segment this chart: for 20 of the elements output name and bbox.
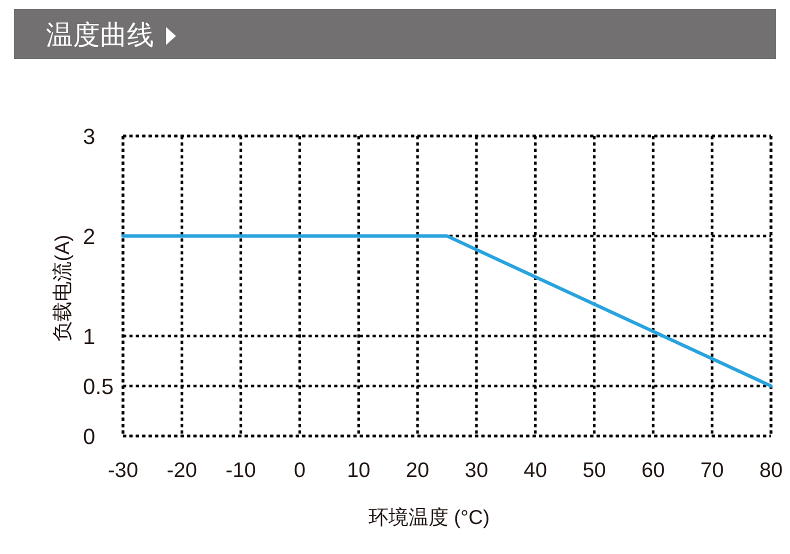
y-tick-label: 1: [83, 324, 96, 349]
y-tick-label: 3: [83, 124, 96, 149]
x-tick-label: -10: [226, 459, 256, 482]
x-tick-label: 40: [524, 459, 548, 482]
x-axis-title: 环境温度 (°C): [368, 507, 490, 529]
x-tick-label: 10: [346, 459, 370, 482]
x-tick-label: 30: [464, 459, 488, 482]
y-tick-label: 0.5: [83, 374, 114, 399]
y-tick-label: 2: [83, 224, 96, 249]
x-tick-label: 70: [700, 459, 724, 482]
x-tick-label: -30: [108, 459, 138, 482]
x-tick-label: 50: [582, 459, 606, 482]
y-axis-title: 负载电流(A): [52, 234, 74, 342]
y-tick-label: 0: [83, 424, 96, 449]
x-tick-label: -20: [166, 459, 198, 482]
x-tick-label: 80: [759, 459, 783, 482]
x-tick-label: 0: [294, 459, 306, 482]
x-tick-label: 20: [406, 459, 430, 482]
x-tick-label: 60: [642, 459, 665, 482]
chart-title: 温度曲线: [46, 20, 154, 50]
